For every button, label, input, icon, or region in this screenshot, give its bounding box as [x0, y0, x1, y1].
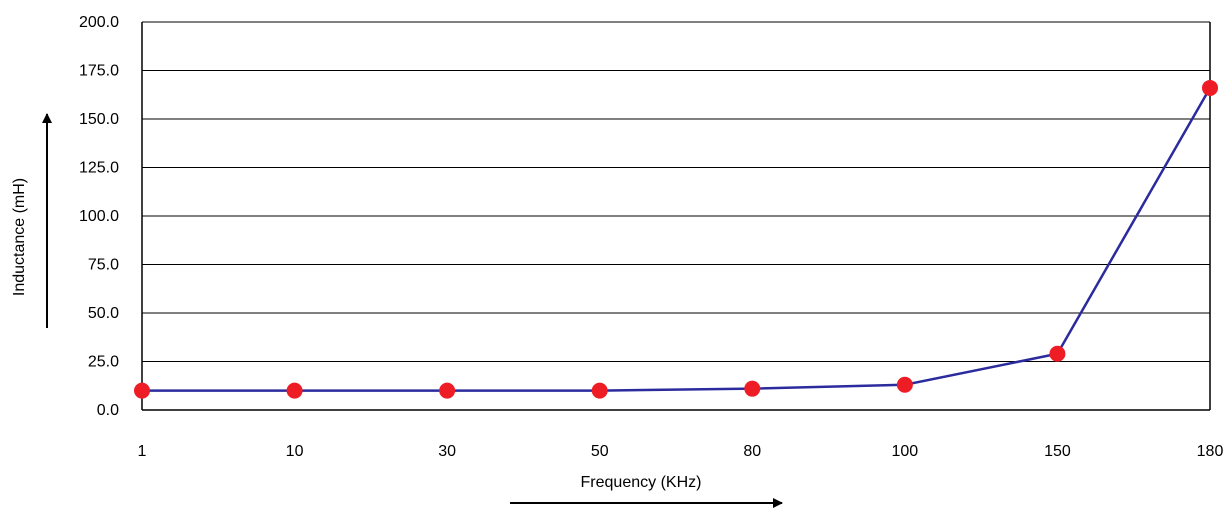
- y-tick-label: 75.0: [88, 257, 119, 274]
- x-tick-label: 80: [743, 443, 761, 460]
- x-axis-label: Frequency (KHz): [581, 474, 702, 491]
- y-tick-labels: 0.0 25.0 50.0 75.0 100.0 125.0 150.0 175.0 200.0: [79, 14, 119, 419]
- data-point-10: [286, 382, 303, 399]
- x-tick-label: 30: [438, 443, 456, 460]
- x-tick-label: 1: [138, 443, 147, 460]
- data-point-1: [134, 382, 150, 399]
- y-tick-label: 175.0: [79, 63, 119, 80]
- data-point-150: [1049, 345, 1066, 362]
- data-point-80: [744, 380, 761, 397]
- y-tick-label: 100.0: [79, 208, 119, 225]
- data-point-50: [591, 382, 608, 399]
- series-group: [134, 79, 1218, 399]
- y-tick-label: 25.0: [88, 354, 119, 371]
- data-point-100: [896, 376, 913, 393]
- x-tick-label: 180: [1197, 443, 1224, 460]
- x-tick-label: 10: [286, 443, 304, 460]
- series-line: [142, 87, 1212, 392]
- y-axis-label: Inductance (mH): [11, 178, 28, 296]
- data-point-30: [439, 382, 456, 399]
- x-tick-label: 50: [591, 443, 609, 460]
- y-tick-label: 200.0: [79, 14, 119, 31]
- y-tick-label: 50.0: [88, 305, 119, 322]
- x-tick-labels: 1 10 30 50 80 100 150 180: [138, 443, 1224, 460]
- y-tick-label: 150.0: [79, 111, 119, 128]
- y-tick-label: 0.0: [97, 402, 119, 419]
- x-tick-label: 150: [1044, 443, 1071, 460]
- data-point-180: [1202, 79, 1218, 96]
- x-tick-label: 100: [892, 443, 919, 460]
- y-tick-label: 125.0: [79, 160, 119, 177]
